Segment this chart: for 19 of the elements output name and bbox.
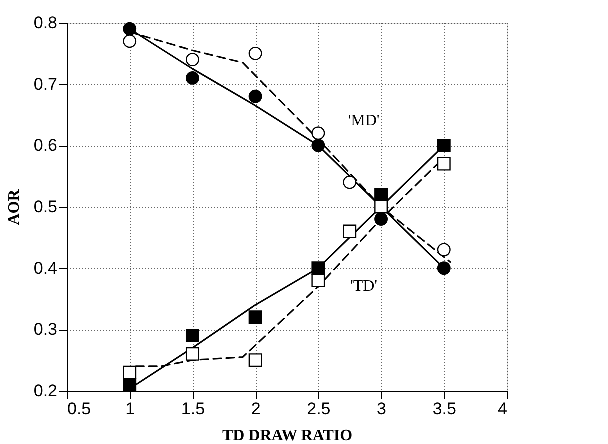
y-tick-label: 0.3 (34, 320, 58, 340)
y-axis-title: AOR (6, 189, 23, 226)
y-tick-label: 0.8 (34, 14, 58, 32)
x-tick-label: 3.5 (432, 400, 456, 418)
y-tick-label: 0.2 (34, 382, 58, 400)
x-tick-label: 2.5 (307, 400, 331, 418)
x-tick-label: 3 (377, 400, 387, 418)
x-tick-label: 4 (498, 400, 508, 418)
y-tick-label: 0.4 (34, 258, 58, 278)
x-tick-label: 0.5 (68, 400, 92, 418)
annotation: 'TD' (350, 278, 378, 296)
x-tick-label: 1.5 (181, 400, 206, 418)
x-axis-title: TD DRAW RATIO (222, 428, 353, 444)
annotation: 'MD' (348, 112, 380, 130)
y-tick-label: 0.5 (34, 198, 58, 216)
x-tick-label: 1 (126, 400, 136, 418)
x-tick-label: 2 (251, 400, 261, 418)
y-tick-label: 0.6 (34, 136, 58, 156)
y-tick-label: 0.7 (34, 74, 58, 94)
